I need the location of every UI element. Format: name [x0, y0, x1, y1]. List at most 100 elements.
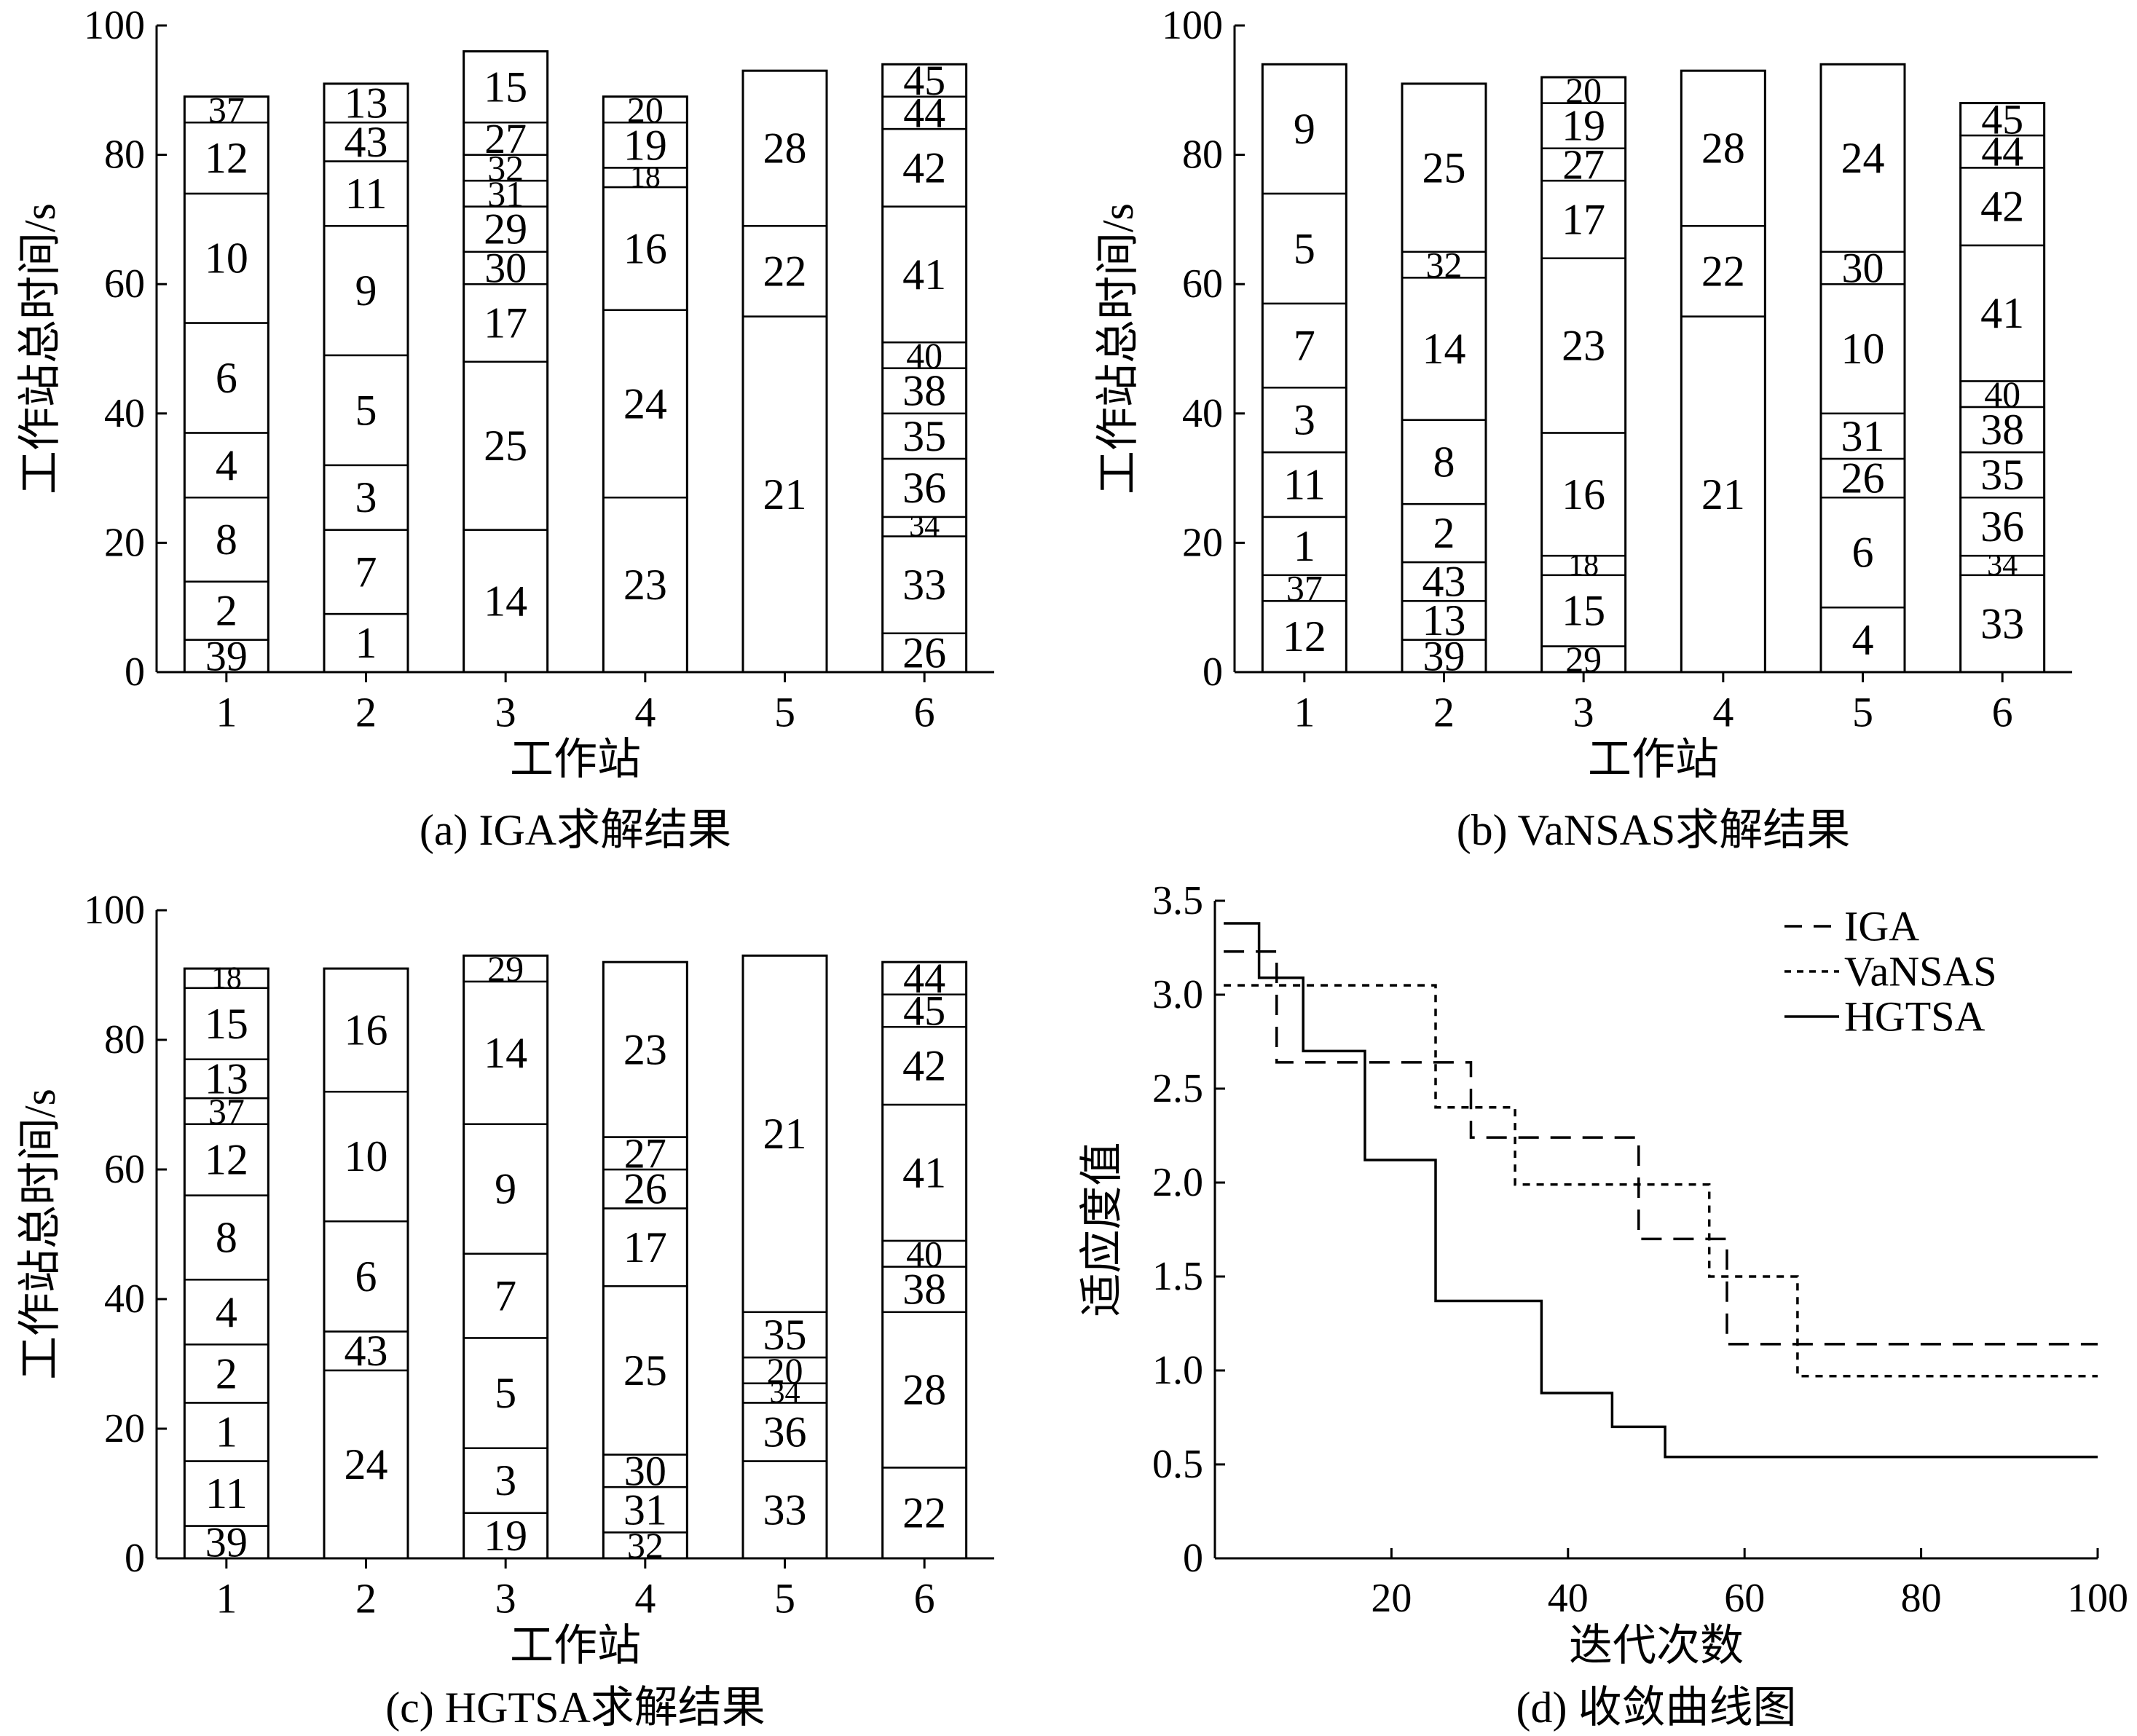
task-label: 1 — [216, 1408, 237, 1456]
task-segment — [1819, 606, 1906, 674]
y-tick-label: 3.5 — [1152, 878, 1203, 923]
task-segment — [1262, 516, 1347, 577]
task-segment — [602, 1136, 688, 1171]
task-label: 28 — [763, 125, 807, 173]
task-segment — [323, 121, 409, 162]
series-line-vansas — [1224, 984, 2098, 1378]
task-label: 31 — [1841, 412, 1885, 460]
y-tick-label: 40 — [104, 1277, 145, 1322]
task-label: 4 — [216, 441, 237, 489]
station-bar — [1959, 102, 2046, 674]
task-label: 21 — [763, 1110, 807, 1158]
task-segment — [323, 82, 409, 124]
task-label: 15 — [484, 63, 527, 111]
legend-label: IGA — [1844, 903, 1919, 950]
task-label: 43 — [345, 1327, 388, 1375]
y-tick-label: 60 — [104, 261, 145, 307]
task-label: 9 — [355, 267, 377, 315]
x-tick-label: 2 — [355, 1575, 377, 1622]
task-label: 10 — [1841, 325, 1885, 373]
station-bar — [741, 954, 828, 1560]
station-bar — [741, 69, 828, 674]
task-label: 19 — [623, 121, 667, 169]
x-tick-label: 100 — [2067, 1576, 2128, 1621]
task-label: 38 — [902, 367, 946, 415]
task-label: 35 — [763, 1311, 807, 1359]
task-segment — [323, 354, 409, 467]
y-tick-label: 80 — [104, 1017, 145, 1062]
task-label: 19 — [1562, 102, 1605, 150]
x-tick-label: 20 — [1371, 1576, 1412, 1621]
task-label: 41 — [902, 250, 946, 299]
y-tick-label: 2.5 — [1152, 1066, 1203, 1111]
task-segment — [463, 360, 548, 531]
y-axis-label: 工作站总时间/s — [1094, 203, 1142, 494]
task-label: 3 — [495, 1456, 516, 1504]
task-label: 9 — [495, 1165, 516, 1213]
task-label: 36 — [763, 1408, 807, 1456]
task-label: 23 — [1562, 322, 1605, 370]
task-segment — [602, 1486, 688, 1534]
x-tick-label: 6 — [914, 689, 935, 736]
task-segment — [184, 1460, 269, 1527]
task-segment — [1401, 419, 1487, 505]
task-segment — [463, 179, 548, 208]
task-label: 33 — [763, 1486, 807, 1534]
task-segment — [463, 154, 548, 182]
task-segment — [323, 464, 409, 531]
task-segment — [463, 980, 548, 1125]
task-segment — [881, 205, 967, 344]
task-label: 5 — [355, 386, 377, 434]
x-axis-label: 迭代次数 — [1569, 1622, 1744, 1670]
task-label: 14 — [484, 1029, 527, 1077]
task-label: 38 — [1980, 406, 2024, 454]
task-segment — [881, 341, 967, 369]
y-tick-label: 20 — [104, 1406, 145, 1451]
task-label: 14 — [1422, 325, 1466, 373]
task-label: 35 — [902, 412, 946, 460]
y-tick-label: 60 — [1182, 261, 1223, 307]
task-label: 37 — [208, 89, 245, 130]
task-segment — [323, 1090, 409, 1223]
task-label: 18 — [211, 961, 242, 995]
task-label: 22 — [902, 1489, 946, 1537]
task-label: 14 — [484, 577, 527, 625]
x-tick-label: 6 — [1992, 689, 2013, 736]
task-segment — [1819, 63, 1906, 253]
task-label: 11 — [205, 1469, 248, 1518]
task-label: 23 — [623, 1025, 667, 1073]
task-label: 5 — [495, 1369, 516, 1417]
task-segment — [741, 69, 828, 227]
panel-a: 0204060801001392846101237217359114313314… — [16, 3, 994, 854]
task-label: 12 — [1283, 612, 1326, 660]
task-label: 43 — [345, 118, 388, 166]
task-label: 16 — [623, 224, 667, 272]
series-line-iga — [1224, 950, 2098, 1346]
task-segment — [184, 1123, 269, 1196]
y-tick-label: 20 — [104, 520, 145, 565]
task-label: 4 — [1852, 616, 1874, 664]
task-label: 8 — [1433, 438, 1455, 486]
task-label: 12 — [205, 1136, 248, 1184]
task-label: 4 — [216, 1288, 237, 1336]
task-segment — [463, 529, 548, 674]
panel-d: 0 0.5 1.0 1.5 2.0 2.5 3.0 3.5 20 40 60 80 100 IGAVaNS… — [1078, 878, 2128, 1732]
station-bar — [463, 954, 549, 1560]
y-tick-label: 40 — [104, 391, 145, 436]
y-tick-label: 0 — [125, 1536, 145, 1581]
station-bar — [1540, 76, 1627, 674]
x-tick-label: 4 — [1712, 689, 1733, 736]
task-segment — [1680, 69, 1766, 227]
task-label: 35 — [1980, 451, 2024, 499]
y-axis-label: 适应度值 — [1078, 1143, 1126, 1317]
x-tick-label: 80 — [1901, 1576, 1942, 1621]
task-segment — [602, 309, 688, 499]
y-tick-label: 100 — [84, 888, 145, 933]
y-tick-label: 40 — [1182, 391, 1223, 436]
task-label: 24 — [345, 1440, 388, 1488]
y-tick-label: 0 — [1183, 1536, 1203, 1581]
task-label: 13 — [345, 79, 388, 127]
task-label: 15 — [1562, 587, 1605, 635]
task-segment — [602, 186, 688, 311]
x-axis-label: 工作站 — [510, 1622, 641, 1670]
